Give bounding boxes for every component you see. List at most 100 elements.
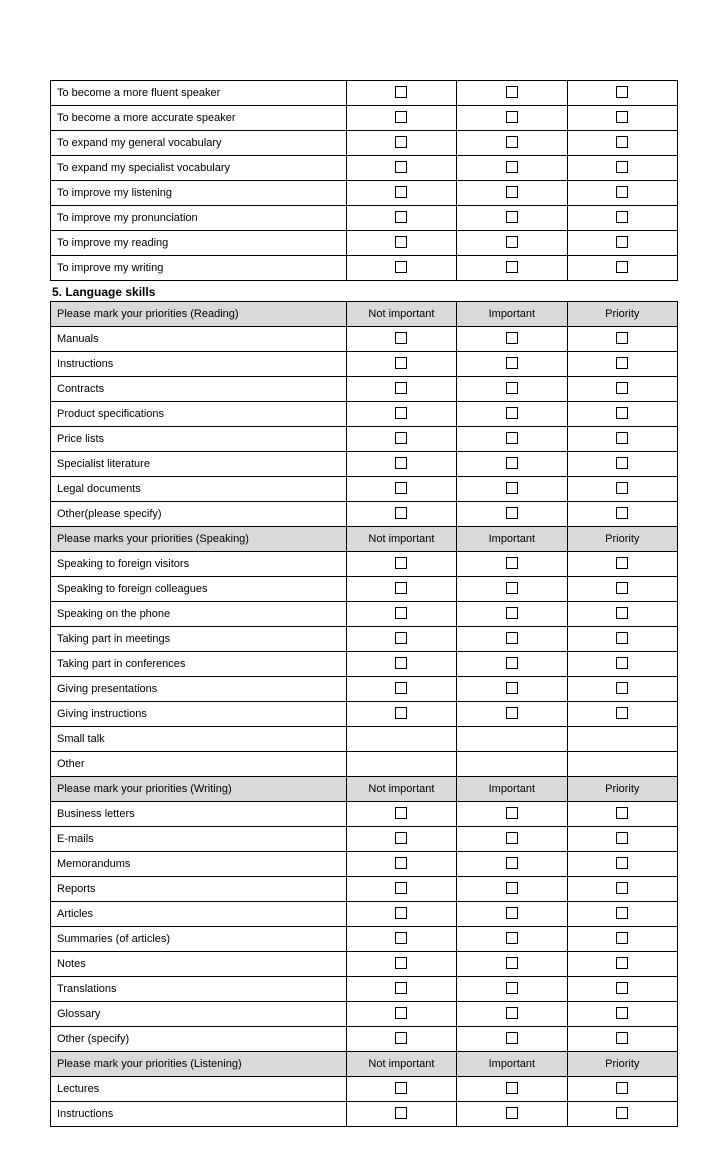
checkbox-icon[interactable] (506, 332, 518, 344)
checkbox-icon[interactable] (506, 632, 518, 644)
checkbox-cell[interactable] (457, 602, 567, 627)
checkbox-icon[interactable] (395, 507, 407, 519)
checkbox-icon[interactable] (506, 86, 518, 98)
checkbox-icon[interactable] (395, 432, 407, 444)
checkbox-icon[interactable] (616, 507, 628, 519)
checkbox-cell[interactable] (457, 377, 567, 402)
checkbox-icon[interactable] (395, 607, 407, 619)
checkbox-icon[interactable] (395, 357, 407, 369)
checkbox-icon[interactable] (616, 707, 628, 719)
checkbox-cell[interactable] (346, 902, 456, 927)
checkbox-cell[interactable] (457, 327, 567, 352)
checkbox-cell[interactable] (457, 577, 567, 602)
checkbox-icon[interactable] (616, 1007, 628, 1019)
checkbox-cell[interactable] (457, 256, 567, 281)
checkbox-cell[interactable] (457, 402, 567, 427)
checkbox-icon[interactable] (616, 832, 628, 844)
checkbox-cell[interactable] (457, 952, 567, 977)
checkbox-icon[interactable] (395, 882, 407, 894)
checkbox-icon[interactable] (395, 1107, 407, 1119)
checkbox-icon[interactable] (395, 657, 407, 669)
checkbox-icon[interactable] (395, 482, 407, 494)
checkbox-icon[interactable] (616, 982, 628, 994)
checkbox-icon[interactable] (506, 1007, 518, 1019)
checkbox-cell[interactable] (567, 156, 677, 181)
checkbox-icon[interactable] (616, 607, 628, 619)
checkbox-cell[interactable] (457, 652, 567, 677)
checkbox-cell[interactable] (567, 402, 677, 427)
checkbox-cell[interactable] (346, 106, 456, 131)
checkbox-cell[interactable] (457, 502, 567, 527)
checkbox-cell[interactable] (567, 352, 677, 377)
checkbox-icon[interactable] (506, 557, 518, 569)
checkbox-icon[interactable] (616, 211, 628, 223)
checkbox-cell[interactable] (457, 627, 567, 652)
checkbox-icon[interactable] (616, 857, 628, 869)
checkbox-icon[interactable] (506, 482, 518, 494)
checkbox-icon[interactable] (506, 211, 518, 223)
checkbox-cell[interactable] (567, 927, 677, 952)
checkbox-cell[interactable] (346, 577, 456, 602)
checkbox-icon[interactable] (616, 432, 628, 444)
checkbox-icon[interactable] (395, 211, 407, 223)
checkbox-icon[interactable] (616, 632, 628, 644)
checkbox-icon[interactable] (616, 1082, 628, 1094)
checkbox-cell[interactable] (567, 181, 677, 206)
checkbox-icon[interactable] (395, 1007, 407, 1019)
checkbox-icon[interactable] (506, 807, 518, 819)
checkbox-cell[interactable] (567, 131, 677, 156)
checkbox-cell[interactable] (346, 1102, 456, 1127)
checkbox-icon[interactable] (616, 261, 628, 273)
checkbox-icon[interactable] (616, 807, 628, 819)
checkbox-icon[interactable] (395, 1032, 407, 1044)
checkbox-cell[interactable] (567, 106, 677, 131)
checkbox-cell[interactable] (567, 1077, 677, 1102)
checkbox-cell[interactable] (457, 427, 567, 452)
checkbox-icon[interactable] (506, 982, 518, 994)
checkbox-cell[interactable] (567, 702, 677, 727)
checkbox-icon[interactable] (395, 557, 407, 569)
checkbox-icon[interactable] (395, 236, 407, 248)
checkbox-cell[interactable] (346, 256, 456, 281)
checkbox-icon[interactable] (506, 682, 518, 694)
checkbox-cell[interactable] (567, 552, 677, 577)
checkbox-icon[interactable] (395, 111, 407, 123)
checkbox-icon[interactable] (395, 161, 407, 173)
checkbox-cell[interactable] (567, 977, 677, 1002)
checkbox-cell[interactable] (346, 602, 456, 627)
checkbox-cell[interactable] (346, 652, 456, 677)
checkbox-icon[interactable] (395, 382, 407, 394)
checkbox-cell[interactable] (457, 1027, 567, 1052)
checkbox-cell[interactable] (567, 577, 677, 602)
checkbox-cell[interactable] (346, 827, 456, 852)
checkbox-cell[interactable] (567, 677, 677, 702)
checkbox-cell[interactable] (346, 231, 456, 256)
checkbox-cell[interactable] (457, 877, 567, 902)
checkbox-icon[interactable] (395, 407, 407, 419)
checkbox-icon[interactable] (506, 161, 518, 173)
checkbox-icon[interactable] (395, 582, 407, 594)
checkbox-cell[interactable] (457, 181, 567, 206)
checkbox-icon[interactable] (506, 432, 518, 444)
checkbox-icon[interactable] (506, 382, 518, 394)
checkbox-icon[interactable] (395, 982, 407, 994)
checkbox-icon[interactable] (395, 136, 407, 148)
checkbox-icon[interactable] (616, 111, 628, 123)
checkbox-cell[interactable] (346, 206, 456, 231)
checkbox-cell[interactable] (457, 106, 567, 131)
checkbox-icon[interactable] (506, 1082, 518, 1094)
checkbox-icon[interactable] (506, 407, 518, 419)
checkbox-icon[interactable] (506, 657, 518, 669)
checkbox-icon[interactable] (616, 482, 628, 494)
checkbox-cell[interactable] (457, 352, 567, 377)
checkbox-icon[interactable] (616, 136, 628, 148)
checkbox-icon[interactable] (506, 1107, 518, 1119)
checkbox-icon[interactable] (506, 457, 518, 469)
checkbox-cell[interactable] (567, 256, 677, 281)
checkbox-cell[interactable] (346, 81, 456, 106)
checkbox-cell[interactable] (567, 327, 677, 352)
checkbox-cell[interactable] (346, 677, 456, 702)
checkbox-icon[interactable] (616, 332, 628, 344)
checkbox-icon[interactable] (616, 582, 628, 594)
checkbox-cell[interactable] (346, 181, 456, 206)
